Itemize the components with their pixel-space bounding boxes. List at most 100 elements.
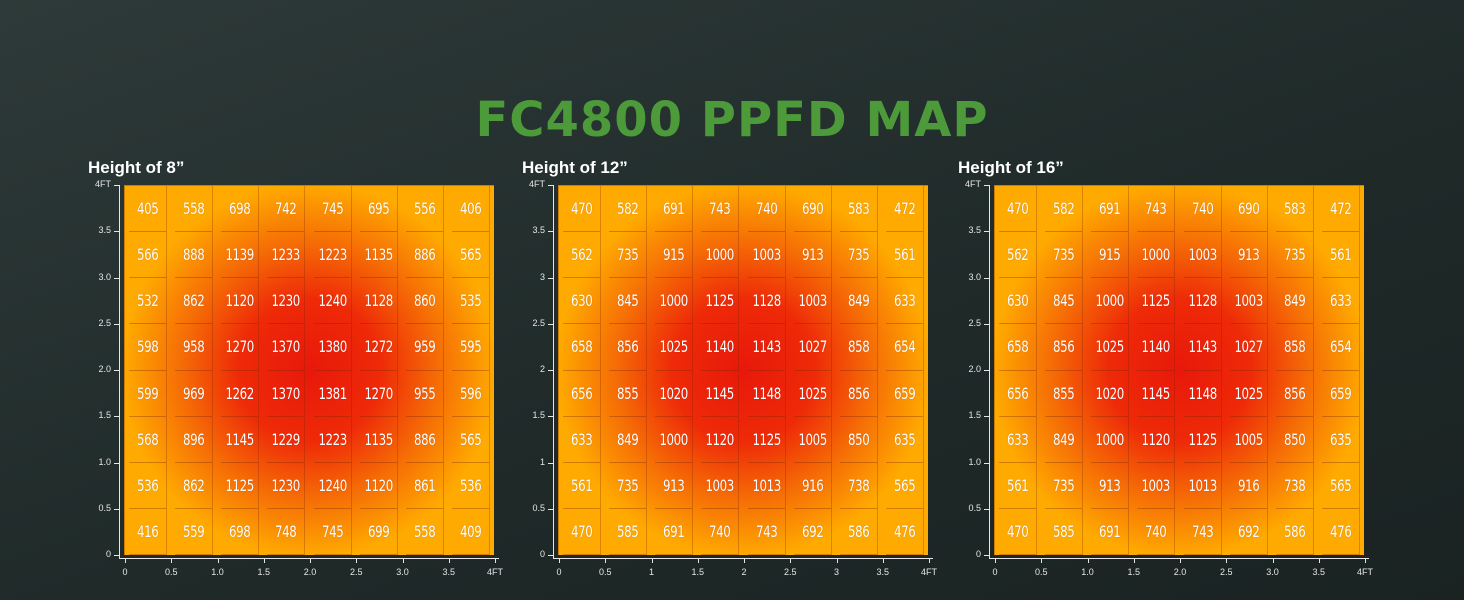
x-tick: [1087, 558, 1089, 563]
ppfd-cell: 738: [839, 462, 878, 509]
ppfd-cell: 698: [221, 508, 260, 555]
y-tick: [548, 231, 553, 233]
ppfd-cell: 743: [747, 508, 786, 555]
ppfd-cell: 1120: [701, 416, 740, 463]
x-tick-label: 3.5: [1312, 567, 1325, 577]
ppfd-cell: 691: [1091, 508, 1130, 555]
x-axis-line: [119, 558, 499, 559]
x-tick: [495, 558, 496, 563]
ppfd-cell: 1000: [1091, 416, 1130, 463]
ppfd-cell: 659: [1322, 370, 1360, 417]
y-tick-label: 2: [539, 364, 545, 374]
ppfd-cell: 690: [793, 186, 832, 233]
ppfd-cell: 735: [1275, 232, 1314, 279]
y-tick: [548, 462, 553, 464]
x-tick: [929, 558, 930, 563]
ppfd-cell: 633: [886, 278, 924, 325]
ppfd-cell: 568: [129, 416, 167, 463]
ppfd-cell: 1230: [267, 462, 306, 509]
y-tick-label: 1.5: [98, 410, 111, 421]
ppfd-cell: 855: [1045, 370, 1084, 417]
ppfd-cell: 743: [701, 186, 740, 233]
x-tick-label: 2.0: [1173, 567, 1187, 577]
ppfd-cell: 470: [999, 186, 1037, 233]
ppfd-cell: 470: [999, 508, 1037, 555]
ppfd-cell: 845: [1045, 278, 1084, 325]
ppfd-cell: 1003: [1183, 232, 1222, 279]
ppfd-cell: 740: [1137, 508, 1176, 555]
y-tick-label: 0.5: [968, 502, 981, 513]
x-tick: [402, 558, 404, 563]
ppfd-cell: 1005: [1229, 416, 1268, 463]
ppfd-cell: 659: [886, 370, 924, 417]
ppfd-cell: 856: [839, 370, 878, 417]
x-tick-label: 4FT: [486, 567, 503, 577]
x-tick: [1272, 558, 1274, 563]
ppfd-cell: 599: [129, 370, 167, 417]
ppfd-cell: 1139: [221, 232, 260, 279]
ppfd-cell: 1145: [1137, 370, 1176, 417]
x-tick-label: 3.5: [442, 567, 455, 577]
y-tick-label: 3.5: [532, 225, 545, 236]
ppfd-cell: 698: [221, 186, 260, 233]
ppfd-cell: 916: [793, 462, 832, 509]
ppfd-cell: 472: [1322, 186, 1360, 233]
ppfd-cell: 472: [886, 186, 924, 233]
ppfd-cell: 585: [609, 508, 648, 555]
ppfd-cell: 1223: [313, 232, 352, 279]
y-tick-label: 1.5: [968, 410, 981, 421]
y-tick: [114, 185, 119, 186]
x-tick-label: 2.5: [1219, 567, 1233, 577]
y-tick-label: 4FT: [528, 179, 545, 189]
y-tick: [984, 508, 989, 510]
ppfd-cell: 1020: [1091, 370, 1130, 417]
ppfd-cell: 582: [1045, 186, 1084, 233]
ppfd-cell: 1025: [655, 324, 694, 371]
ppfd-cell: 561: [886, 232, 924, 279]
x-tick: [995, 558, 996, 563]
x-tick-label: 4FT: [1356, 567, 1373, 577]
y-tick: [114, 555, 119, 556]
ppfd-cell: 536: [452, 462, 490, 509]
ppfd-cell: 562: [563, 232, 601, 279]
ppfd-cell: 743: [1137, 186, 1176, 233]
ppfd-cell: 1025: [1091, 324, 1130, 371]
ppfd-cell: 559: [175, 508, 214, 555]
y-tick-label: 3.0: [98, 271, 111, 282]
ppfd-cell: 1013: [747, 462, 786, 509]
x-tick: [356, 558, 358, 563]
y-tick: [984, 323, 989, 325]
y-tick: [984, 185, 989, 186]
ppfd-cell: 1270: [221, 324, 260, 371]
y-tick: [548, 416, 553, 418]
ppfd-cell: 1003: [1137, 462, 1176, 509]
ppfd-cell: 735: [1045, 462, 1084, 509]
x-tick: [310, 558, 311, 563]
x-tick-label: 2.5: [349, 567, 363, 577]
page-title: FC4800 PPFD MAP: [475, 92, 989, 148]
ppfd-cell: 635: [1322, 416, 1360, 463]
y-tick: [114, 508, 119, 510]
ppfd-cell: 1272: [359, 324, 398, 371]
ppfd-cell: 856: [1275, 370, 1314, 417]
ppfd-cell: 595: [452, 324, 490, 371]
ppfd-cell: 690: [1229, 186, 1268, 233]
ppfd-cell: 1240: [313, 462, 352, 509]
x-tick: [1133, 558, 1135, 563]
y-tick-label: 2.0: [968, 364, 981, 374]
ppfd-cell: 1380: [313, 324, 352, 371]
x-axis-line: [989, 558, 1369, 559]
y-tick-label: 3: [539, 271, 545, 282]
y-tick: [984, 462, 989, 464]
ppfd-cell: 1381: [313, 370, 352, 417]
ppfd-cell: 658: [999, 324, 1037, 371]
x-tick-label: 3.5: [876, 567, 889, 577]
y-tick-label: 0: [975, 549, 981, 559]
ppfd-cell: 1233: [267, 232, 306, 279]
ppfd-cell: 1125: [747, 416, 786, 463]
ppfd-cell: 955: [405, 370, 444, 417]
ppfd-cell: 738: [1275, 462, 1314, 509]
ppfd-cell: 406: [452, 186, 490, 233]
ppfd-grid: 470 582 691 743 740 690 583 472 562 735 915 1000 100…: [994, 185, 1364, 555]
ppfd-cell: 959: [405, 324, 444, 371]
